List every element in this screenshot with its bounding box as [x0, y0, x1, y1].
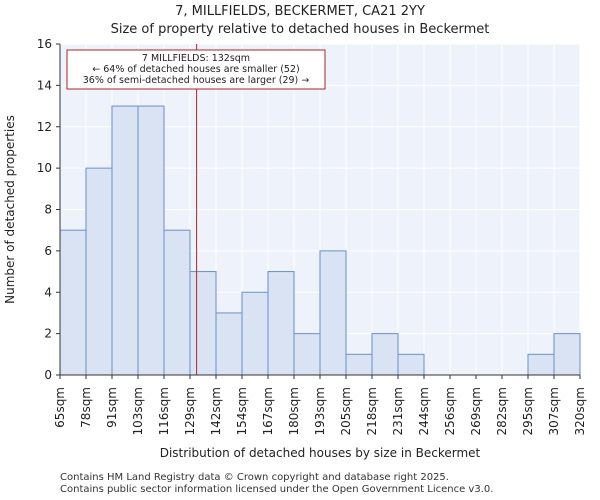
y-tick-label: 10 [37, 161, 52, 175]
x-tick-label: 91sqm [105, 387, 119, 428]
histogram-bar [189, 271, 217, 376]
histogram-bar [397, 353, 425, 376]
x-tick-label: 295sqm [521, 387, 535, 435]
x-tick-label: 116sqm [157, 387, 171, 435]
x-tick-label: 282sqm [495, 387, 509, 435]
histogram-bar [85, 167, 113, 376]
y-tick-label: 0 [44, 368, 52, 382]
x-tick-label: 205sqm [339, 387, 353, 435]
x-tick-label: 103sqm [131, 387, 145, 435]
x-tick-label: 154sqm [235, 387, 249, 435]
chart-subtitle: Size of property relative to detached ho… [110, 22, 490, 37]
histogram-bar [553, 333, 581, 376]
x-tick-label: 307sqm [547, 387, 561, 435]
histogram-bar [111, 105, 139, 376]
y-tick-label: 16 [37, 37, 52, 51]
x-tick-label: 65sqm [53, 387, 67, 428]
y-tick-label: 8 [44, 203, 52, 217]
histogram-bar [371, 333, 399, 376]
y-tick-label: 12 [37, 120, 52, 134]
x-tick-label: 193sqm [313, 387, 327, 435]
x-tick-label: 244sqm [417, 387, 431, 435]
annotation-title: 7 MILLFIELDS: 132sqm [142, 53, 250, 64]
x-tick-label: 269sqm [469, 387, 483, 435]
histogram-bar [345, 353, 373, 376]
histogram-bar [293, 333, 321, 376]
x-tick-label: 256sqm [443, 387, 457, 435]
x-axis-title: Distribution of detached houses by size … [160, 446, 481, 460]
histogram-bar [137, 105, 165, 376]
x-tick-label: 320sqm [573, 387, 587, 435]
x-tick-label: 231sqm [391, 387, 405, 435]
annotation-larger: 36% of semi-detached houses are larger (… [83, 75, 310, 86]
histogram-bar [267, 271, 295, 376]
chart-title: 7, MILLFIELDS, BECKERMET, CA21 2YY [175, 4, 425, 19]
histogram-bar [215, 312, 243, 376]
annotation-smaller: ← 64% of detached houses are smaller (52… [92, 64, 299, 75]
y-tick-label: 14 [37, 78, 52, 92]
footer-licence: Contains public sector information licen… [60, 484, 494, 495]
x-tick-label: 218sqm [365, 387, 379, 435]
x-tick-label: 180sqm [287, 387, 301, 435]
x-tick-label: 142sqm [209, 387, 223, 435]
x-tick-label: 129sqm [183, 387, 197, 435]
annotation-box [66, 49, 326, 90]
x-tick-label: 78sqm [79, 387, 93, 428]
footer-copyright: Contains HM Land Registry data © Crown c… [60, 472, 449, 483]
histogram-bar [59, 229, 87, 376]
y-tick-label: 2 [44, 327, 52, 341]
histogram-bar [241, 291, 269, 376]
histogram-bar [527, 353, 555, 376]
y-tick-label: 4 [44, 285, 52, 299]
y-axis-title: Number of detached properties [3, 115, 17, 304]
histogram-bar [319, 250, 347, 376]
x-tick-label: 167sqm [261, 387, 275, 435]
histogram-bar [163, 229, 191, 376]
y-tick-label: 6 [44, 244, 52, 258]
